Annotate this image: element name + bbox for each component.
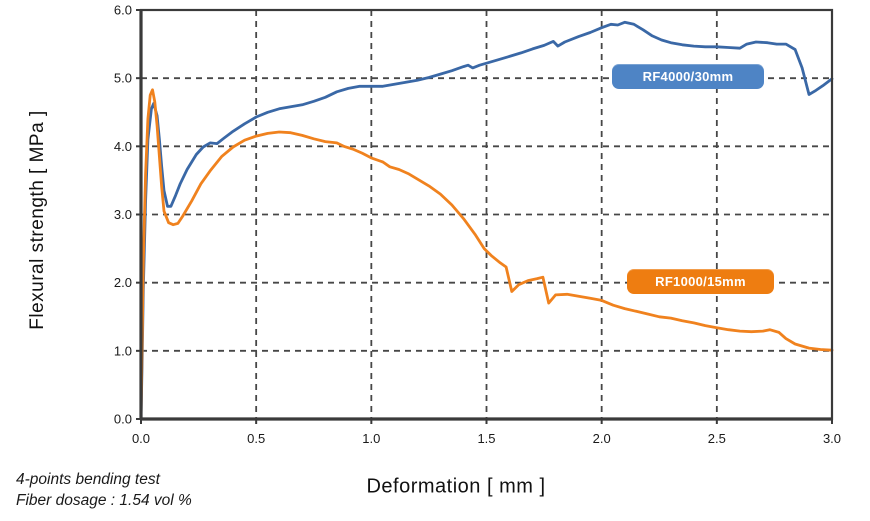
x-tick-label: 0.5 [247,431,265,446]
y-tick-label: 1.0 [114,343,132,358]
y-tick-label: 2.0 [114,275,132,290]
x-tick-label: 2.0 [593,431,611,446]
x-tick-label: 1.5 [477,431,495,446]
y-tick-label: 4.0 [114,139,132,154]
footnote-line-1: 4-points bending test [16,471,160,488]
y-tick-label: 5.0 [114,71,132,86]
chart-footnote: 4-points bending test Fiber dosage : 1.5… [16,469,192,511]
x-tick-label: 2.5 [708,431,726,446]
footnote-line-2: Fiber dosage : 1.54 vol % [16,492,192,509]
x-tick-label: 3.0 [823,431,841,446]
series-line-rf1000 [139,88,834,421]
x-tick-label: 1.0 [362,431,380,446]
legend-badge-rf1000-label: RF1000/15mm [655,274,746,289]
x-tick-label: 0.0 [132,431,150,446]
y-tick-label: 6.0 [114,3,132,18]
series-line-rf4000 [139,20,834,421]
legend-badge-rf4000-label: RF4000/30mm [642,69,734,84]
y-tick-label: 0.0 [114,412,132,427]
legend-badge-rf4000: RF4000/30mm [612,64,764,89]
x-axis-label: Deformation [ mm ] [366,475,546,498]
y-axis-label: Flexural strength [ MPa ] [27,110,48,330]
legend-badge-rf1000: RF1000/15mm [627,269,774,294]
y-tick-label: 3.0 [114,207,132,222]
